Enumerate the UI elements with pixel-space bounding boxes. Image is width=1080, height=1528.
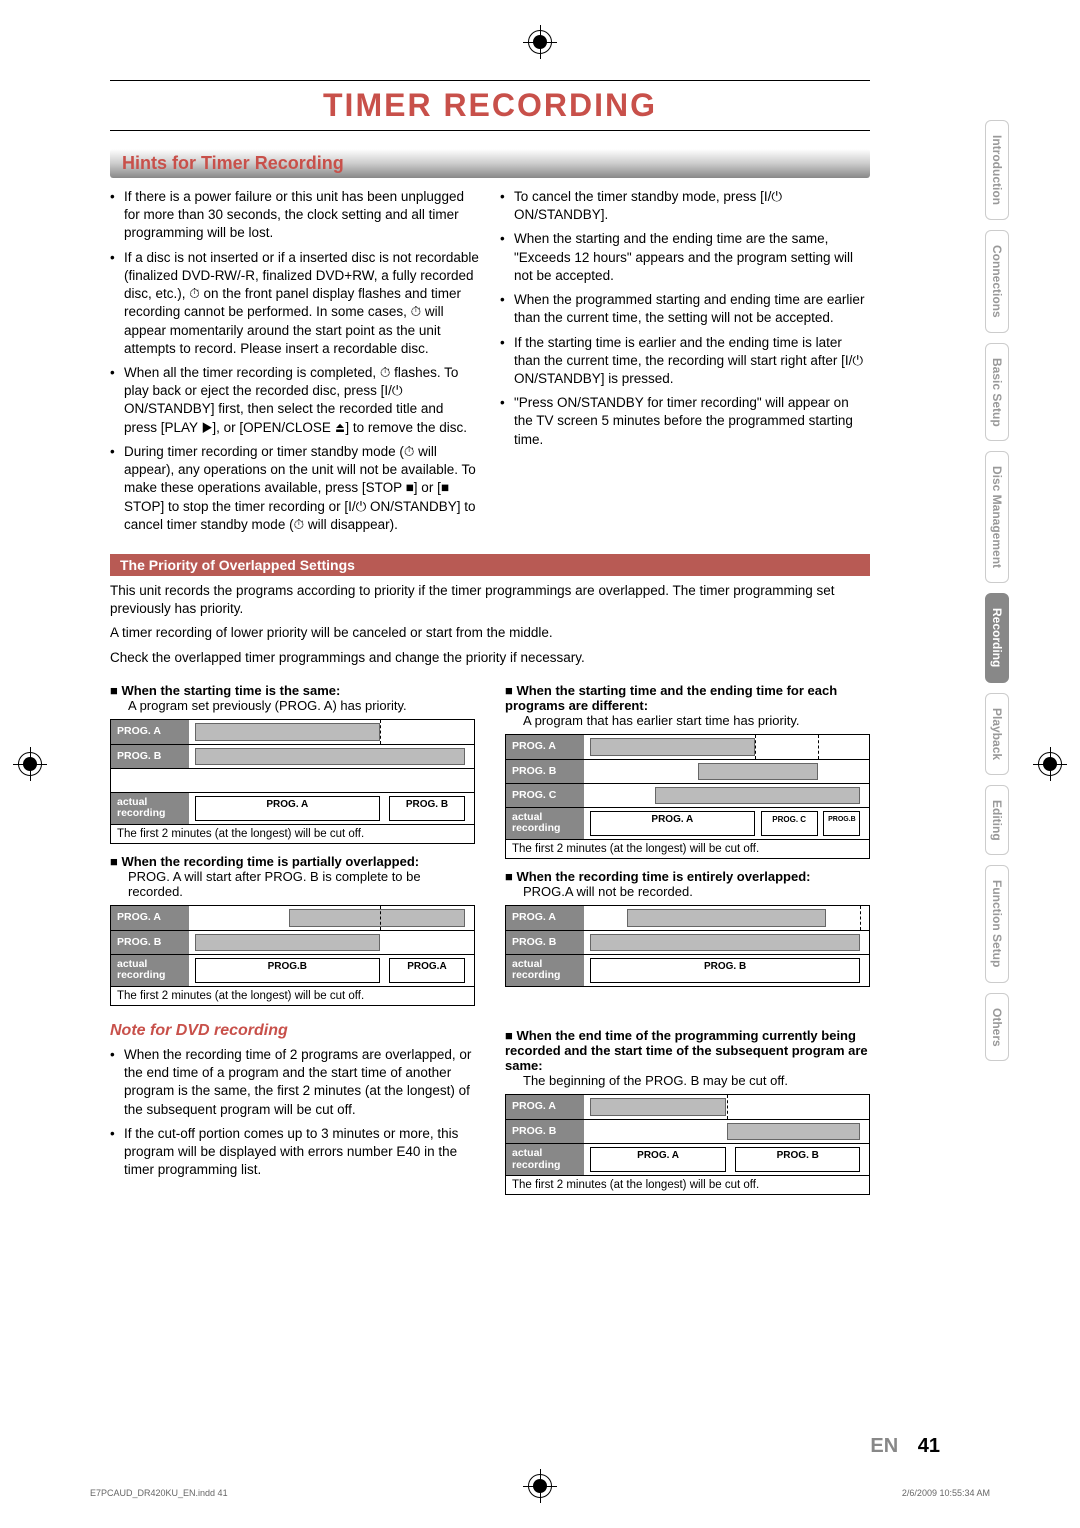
timing-diagram-1: PROG. A PROG. B actual recording PROG. A… [110,719,475,825]
print-time: 2/6/2009 10:55:34 AM [902,1488,990,1498]
note-heading: Note for DVD recording [110,1022,475,1040]
page-content: TIMER RECORDING Hints for Timer Recordin… [110,80,870,1195]
hint-item: If there is a power failure or this unit… [110,188,480,243]
tab-editing[interactable]: Editing [985,785,1009,856]
hint-item: If the starting time is earlier and the … [500,334,870,389]
case5-sub: The beginning of the PROG. B may be cut … [523,1073,870,1088]
timing-diagram-3: PROG. A PROG. B actual recording PROG.B … [110,905,475,987]
section-header: Hints for Timer Recording [110,149,870,178]
hint-item: When the starting and the ending time ar… [500,230,870,285]
case2-sub: A program that has earlier start time ha… [523,713,870,728]
cut-note: The first 2 minutes (at the longest) wil… [505,1176,870,1195]
registration-mark [1038,752,1062,776]
timing-diagram-2: PROG. A PROG. B PROG. C actual recording… [505,734,870,840]
tab-recording[interactable]: Recording [985,593,1009,682]
hint-item: During timer recording or timer standby … [110,443,480,534]
side-tabs: Introduction Connections Basic Setup Dis… [985,120,1025,1071]
hints-left-list: If there is a power failure or this unit… [110,188,480,534]
tab-basic-setup[interactable]: Basic Setup [985,343,1009,442]
print-meta: E7PCAUD_DR420KU_EN.indd 41 2/6/2009 10:5… [90,1488,990,1498]
hint-item: When the programmed starting and ending … [500,291,870,327]
hint-item: When all the timer recording is complete… [110,364,480,437]
case4-head: When the recording time is entirely over… [505,869,870,884]
case1-sub: A program set previously (PROG. A) has p… [128,698,475,713]
hint-item: To cancel the timer standby mode, press … [500,188,870,224]
cut-note: The first 2 minutes (at the longest) wil… [110,987,475,1006]
hint-item: If a disc is not inserted or if a insert… [110,249,480,358]
tab-playback[interactable]: Playback [985,693,1009,775]
tab-introduction[interactable]: Introduction [985,120,1009,220]
case3-head: When the recording time is partially ove… [110,854,475,869]
hints-right-list: To cancel the timer standby mode, press … [500,188,870,449]
note-item: If the cut-off portion comes up to 3 min… [110,1125,475,1180]
tab-function-setup[interactable]: Function Setup [985,865,1009,982]
priority-text: This unit records the programs according… [110,582,870,618]
page-title: TIMER RECORDING [110,80,870,131]
timing-diagram-5: PROG. A PROG. B actual recording PROG. A… [505,1094,870,1176]
tab-disc-management[interactable]: Disc Management [985,451,1009,583]
page-number: 41 [918,1435,940,1457]
case3-sub: PROG. A will start after PROG. B is comp… [128,869,475,899]
priority-text: A timer recording of lower priority will… [110,624,870,642]
section-title: Hints for Timer Recording [122,153,344,173]
case5-head: When the end time of the programming cur… [505,1028,870,1073]
priority-header: The Priority of Overlapped Settings [110,554,870,576]
case4-sub: PROG.A will not be recorded. [523,884,870,899]
cut-note: The first 2 minutes (at the longest) wil… [505,840,870,859]
cut-note: The first 2 minutes (at the longest) wil… [110,825,475,844]
page-lang: EN [870,1435,898,1457]
hint-item: "Press ON/STANDBY for timer recording" w… [500,394,870,449]
page-footer: EN 41 [870,1435,940,1458]
hints-columns: If there is a power failure or this unit… [110,188,870,540]
note-item: When the recording time of 2 programs ar… [110,1046,475,1119]
registration-mark [528,30,552,54]
timing-diagram-4: PROG. A PROG. B actual recording PROG. B [505,905,870,987]
priority-text: Check the overlapped timer programmings … [110,649,870,667]
case1-head: When the starting time is the same: [110,683,475,698]
tab-connections[interactable]: Connections [985,230,1009,333]
case2-head: When the starting time and the ending ti… [505,683,870,713]
tab-others[interactable]: Others [985,993,1009,1062]
print-file: E7PCAUD_DR420KU_EN.indd 41 [90,1488,228,1498]
registration-mark [18,752,42,776]
